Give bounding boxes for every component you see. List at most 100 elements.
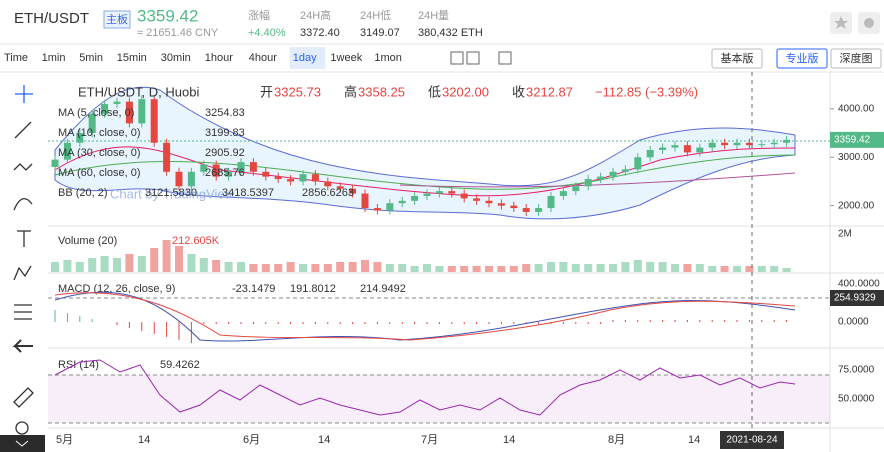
interval[interactable]: 30min (161, 52, 191, 64)
volume-bar (299, 264, 307, 272)
volume-bar (447, 266, 456, 272)
candle (473, 198, 481, 201)
candle (113, 101, 121, 105)
candle (659, 147, 667, 150)
candle (783, 139, 791, 143)
volume-bar (88, 258, 97, 272)
tool-icon (498, 51, 512, 65)
rsi-line (54, 359, 796, 416)
volume-bar (770, 266, 779, 272)
macd-tick: 0.0000 (838, 317, 869, 328)
rsi-tick: 50.0000 (838, 394, 875, 405)
candle (212, 164, 220, 177)
bb-value: 2856.6263 (302, 187, 354, 199)
stat-label: 24H低 (360, 9, 391, 22)
ma-value: 2905.92 (205, 147, 245, 159)
volume-bar (175, 246, 183, 272)
volume-bar (671, 264, 679, 272)
candle (510, 205, 518, 209)
candle (125, 101, 133, 124)
view-btn (711, 48, 763, 69)
candle (497, 203, 505, 206)
interval[interactable]: 5min (79, 52, 103, 64)
volume-bar (100, 256, 109, 272)
macd-value: -23.1479 (232, 283, 275, 295)
macd-box (830, 290, 884, 306)
change: −112.85 (−3.39%) (595, 84, 698, 99)
candle (138, 99, 146, 124)
candle (758, 144, 766, 146)
ohlc-key: 收 (512, 84, 525, 99)
volume-bar (596, 264, 605, 272)
cursor-date: 2021-08-24 (726, 435, 778, 446)
volume-bar (398, 264, 407, 272)
stat-label: 24H量 (418, 9, 449, 22)
candle (150, 99, 158, 143)
candle (373, 208, 381, 211)
interval[interactable]: 4hour (249, 52, 277, 64)
badge-box (103, 10, 131, 29)
volume-bar (733, 266, 741, 272)
volume-bar (609, 264, 617, 272)
volume-bar (261, 264, 270, 272)
interval[interactable]: 1hour (205, 52, 233, 64)
stat-value: 3149.07 (360, 27, 400, 39)
candle (460, 193, 468, 199)
candle (51, 159, 59, 167)
interval[interactable]: 1mon (374, 52, 402, 64)
view-label[interactable]: 专业版 (786, 51, 819, 65)
volume-bar (658, 262, 667, 272)
volume-bar (336, 262, 345, 272)
ohlc-key: 高 (344, 84, 357, 99)
candle (597, 176, 605, 180)
symbol: ETH/USDT, D, Huobi (78, 84, 199, 99)
cursor-box (720, 431, 784, 449)
date-label: 5月 (56, 434, 73, 446)
pair: ETH/USDT (14, 10, 89, 27)
interval[interactable]: 15min (117, 52, 147, 64)
candle (683, 145, 691, 153)
interval[interactable]: 1week (330, 52, 362, 64)
view-label[interactable]: 深度图 (840, 51, 873, 65)
candle (646, 150, 654, 158)
collapse[interactable] (0, 435, 45, 452)
selected-bg (289, 47, 326, 69)
volume-bar (646, 262, 655, 272)
candle (299, 174, 307, 182)
date-label: 14 (688, 434, 700, 446)
interval[interactable]: Time (4, 52, 28, 64)
candle (311, 174, 319, 182)
bollinger-band (54, 86, 796, 220)
candle (547, 195, 555, 209)
candle (745, 142, 753, 146)
candle (287, 179, 295, 182)
date-label: 14 (138, 434, 150, 446)
candle (262, 171, 270, 177)
stat-value: +4.40% (248, 27, 286, 39)
candle (584, 179, 592, 187)
candle (572, 186, 580, 192)
price-tick: 2000.00 (838, 200, 875, 211)
volume-bar (497, 266, 506, 272)
volume-bar (286, 262, 295, 272)
candle (435, 191, 443, 194)
ohlc-val: 3325.73 (274, 84, 321, 99)
volume-bar (125, 254, 134, 272)
interval[interactable]: 1day (293, 52, 317, 64)
ma-value: 3254.83 (205, 107, 245, 119)
sidebar-tools[interactable] (12, 85, 34, 435)
candle (559, 191, 567, 196)
vol-value: 212.605K (172, 235, 220, 247)
candle (324, 181, 332, 187)
volume-bar (162, 240, 171, 272)
view-label[interactable]: 基本版 (721, 51, 754, 65)
ma-name: MA (60, close, 0) (58, 167, 141, 179)
tool-icon (466, 51, 480, 65)
stat-label: 24H高 (300, 8, 331, 22)
macd-last: 254.9329 (834, 293, 876, 304)
price-tick: 3000.00 (838, 152, 875, 163)
candle (708, 142, 716, 148)
ma-value: 3199.83 (205, 127, 245, 139)
interval[interactable]: 1min (42, 52, 66, 64)
view-btn (776, 48, 828, 69)
